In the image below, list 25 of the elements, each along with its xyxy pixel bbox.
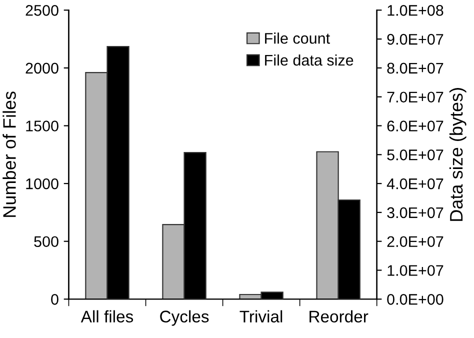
y2-tick-label: 8.0E+07	[387, 62, 444, 74]
y2-axis-title: Data size (bytes)	[449, 88, 466, 221]
y-tick-label: 0	[51, 294, 58, 305]
y2-tick-label: 6.0E+07	[387, 120, 444, 132]
y2-tick-label: 9.0E+07	[387, 34, 444, 45]
y-tick-label: 1500	[26, 120, 58, 132]
legend-label: File count	[265, 32, 330, 44]
y2-tick-label: 1.0E+07	[388, 265, 444, 276]
y2-tick-label: 7.0E+07	[387, 92, 444, 103]
y-tick-label: 2500	[26, 5, 58, 16]
legend-label: File data size	[265, 54, 354, 66]
x-tick-label: Cycles	[160, 310, 209, 326]
y2-tick-label: 1.0E+08	[388, 5, 444, 16]
x-tick-label: All files	[80, 310, 134, 322]
y-tick-label: 1000	[26, 178, 58, 190]
x-tick-label: Trivial	[240, 310, 282, 322]
x-tick-label: Reorder	[310, 310, 368, 322]
y2-tick-label: 3.0E+07	[387, 207, 444, 218]
y2-tick-label: 5.0E+07	[387, 150, 444, 160]
y2-tick-label: 4.0E+07	[386, 178, 444, 190]
y-tick-label: 500	[34, 236, 58, 248]
y-axis-title: Number of Files	[2, 92, 16, 217]
y-tick-label: 2000	[26, 62, 58, 74]
y2-tick-label: 0.0E+00	[387, 294, 444, 305]
y2-tick-label: 2.0E+07	[387, 236, 444, 248]
